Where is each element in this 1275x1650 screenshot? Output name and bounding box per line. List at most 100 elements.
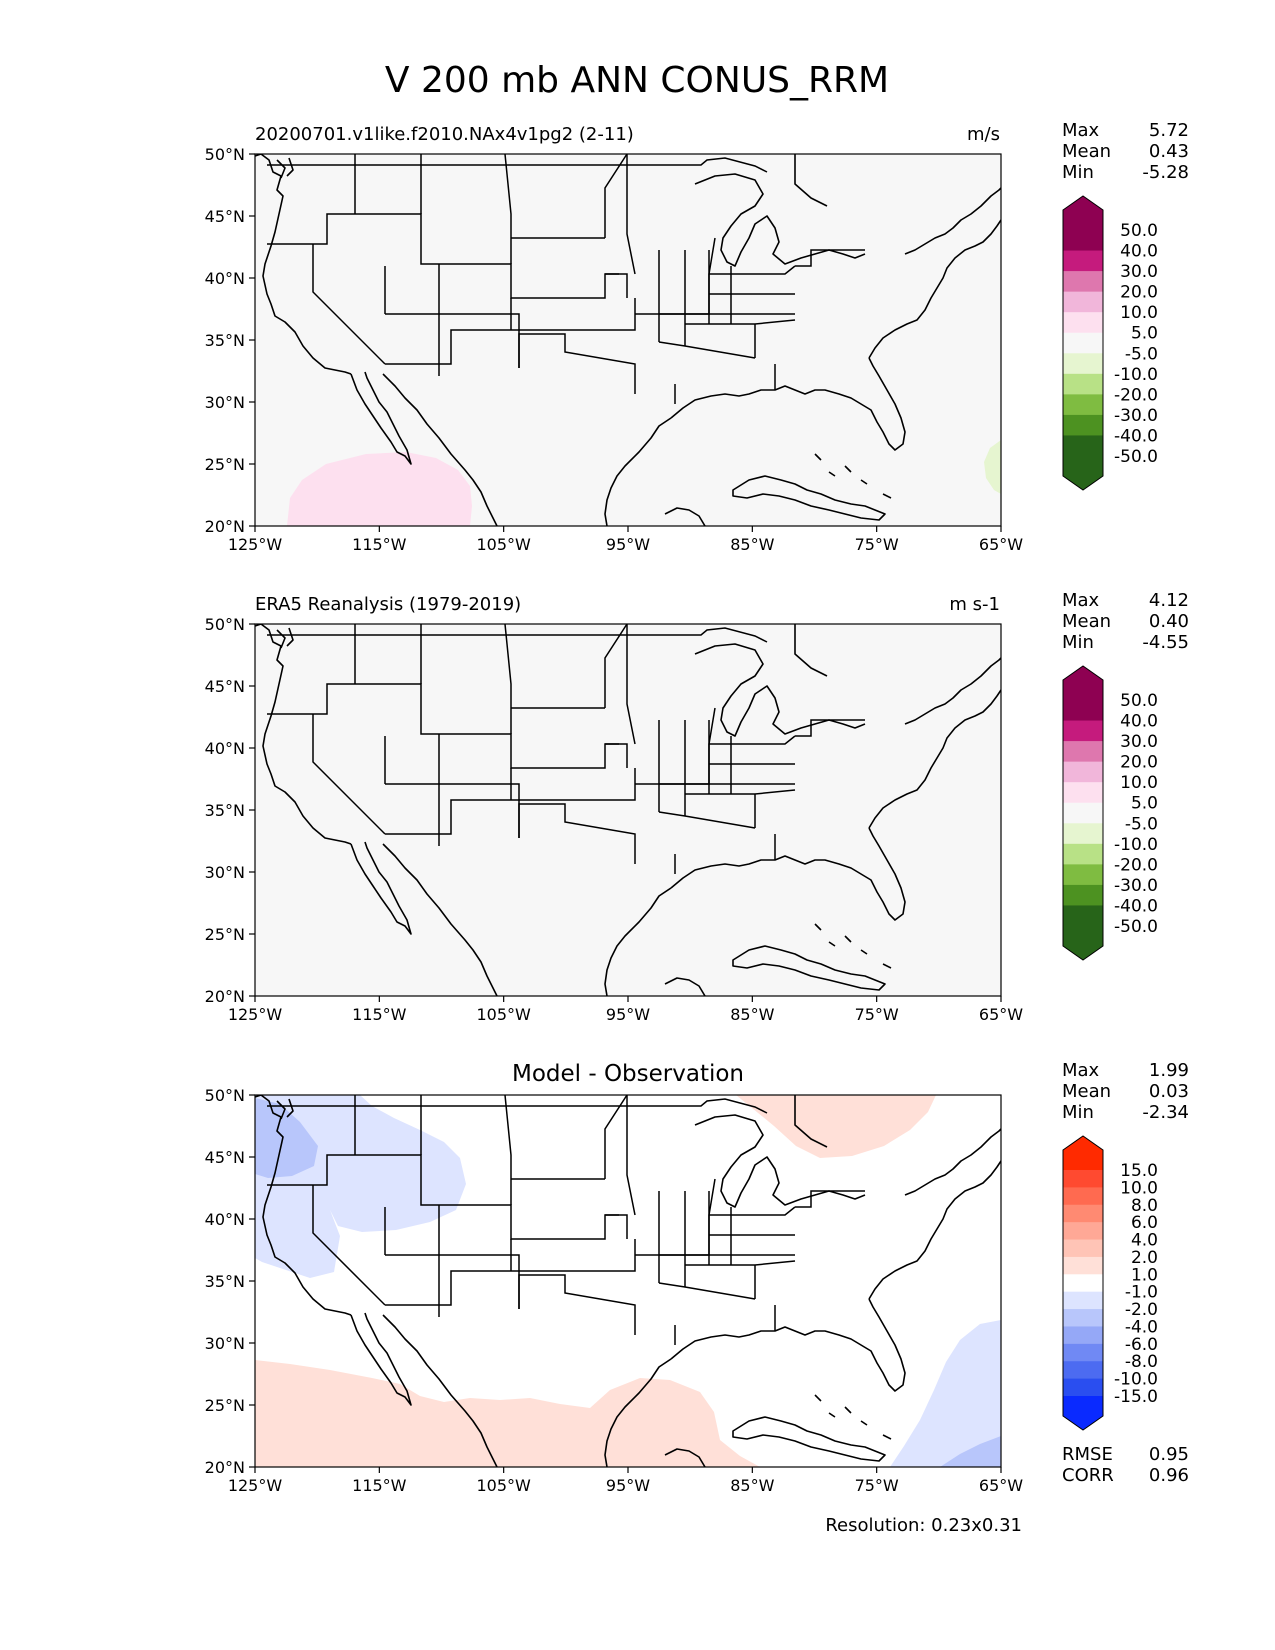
panel-3-negative-anomaly-southeast-core — [940, 1436, 1001, 1467]
lat-tick-label: 40°N — [205, 269, 245, 288]
colorbar-label: -4.0 — [1125, 1317, 1158, 1337]
panel-2-map-background — [255, 624, 1001, 996]
colorbar-segment — [1063, 1222, 1103, 1241]
stat-value: 0.95 — [1149, 1444, 1189, 1465]
stat-label: Mean — [1062, 611, 1111, 632]
stat-label: RMSE — [1062, 1444, 1113, 1465]
colorbar-segment — [1063, 1309, 1103, 1327]
lat-tick-label: 40°N — [205, 1210, 245, 1229]
panel-3-positive-anomaly-south — [255, 1360, 760, 1467]
colorbar-segment — [1063, 761, 1103, 783]
lon-tick-label: 105°W — [476, 1005, 531, 1024]
colorbar-segment — [1063, 720, 1103, 742]
lon-tick-label: 85°W — [730, 535, 774, 554]
colorbar-label: -8.0 — [1125, 1352, 1158, 1372]
colorbar-label: -20.0 — [1114, 855, 1158, 875]
colorbar-segment — [1063, 250, 1103, 272]
stat-value: 0.40 — [1149, 611, 1189, 632]
figure-title: V 200 mb ANN CONUS_RRM — [385, 60, 889, 101]
colorbar-segment — [1063, 1274, 1103, 1293]
colorbar-label: 50.0 — [1120, 221, 1158, 241]
panel-3-stats: Max 1.99 Mean 0.03 Min -2.34 — [1062, 1060, 1189, 1123]
colorbar-label: -50.0 — [1114, 447, 1158, 467]
colorbar-segment — [1063, 435, 1103, 457]
panel-2-left-title: ERA5 Reanalysis (1979-2019) — [255, 594, 521, 615]
colorbar-label: 15.0 — [1120, 1161, 1158, 1181]
colorbar-label: 6.0 — [1131, 1213, 1158, 1233]
lon-tick-label: 115°W — [352, 1476, 407, 1495]
panel-model: 20200701.v1like.f2010.NAx4v1pg2 (2-11) m… — [205, 124, 1024, 554]
stat-label: Mean — [1062, 1081, 1111, 1102]
panel-2-stats: Max 4.12 Mean 0.40 Min -4.55 — [1062, 590, 1189, 653]
lon-tick-label: 95°W — [606, 1476, 650, 1495]
colorbar-label: 10.0 — [1120, 773, 1158, 793]
colorbar-label: 10.0 — [1120, 1178, 1158, 1198]
colorbar-segment — [1063, 230, 1103, 252]
stat-label: Min — [1062, 632, 1094, 653]
panel-3-positive-anomaly-north — [736, 1095, 936, 1158]
lat-tick-label: 45°N — [205, 1148, 245, 1167]
lat-tick-label: 35°N — [205, 801, 245, 820]
resolution-footer: Resolution: 0.23x0.31 — [825, 1515, 1022, 1536]
colorbar-label: 4.0 — [1131, 1231, 1158, 1251]
stat-label: Max — [1062, 1060, 1100, 1081]
stat-value: 5.72 — [1149, 120, 1189, 141]
stat-value: 4.12 — [1149, 590, 1189, 611]
colorbar-label: 30.0 — [1120, 262, 1158, 282]
colorbar-label: 5.0 — [1131, 324, 1158, 344]
colorbar-label: -40.0 — [1114, 426, 1158, 446]
colorbar-outline — [1062, 195, 1104, 491]
stat-value: 0.96 — [1149, 1465, 1189, 1486]
colorbar-segment — [1063, 1187, 1103, 1206]
lon-tick-label: 105°W — [476, 535, 531, 554]
colorbar-extend-bottom — [1063, 456, 1103, 490]
colorbar-label: -1.0 — [1125, 1283, 1158, 1303]
lon-tick-label: 115°W — [352, 535, 407, 554]
colorbar-segment — [1063, 1343, 1103, 1362]
colorbar-label: 40.0 — [1120, 712, 1158, 732]
colorbar-segment — [1063, 905, 1103, 927]
colorbar-segment — [1063, 312, 1103, 334]
lon-tick-label: 75°W — [855, 1005, 899, 1024]
panel-3-extra-stats: RMSE 0.95 CORR 0.96 — [1062, 1444, 1189, 1486]
colorbar-segment — [1063, 1326, 1103, 1345]
colorbar-segment — [1063, 864, 1103, 886]
colorbar-segment — [1063, 1256, 1103, 1275]
colorbar-extend-top — [1063, 666, 1103, 700]
lon-tick-label: 65°W — [979, 1476, 1023, 1495]
colorbar-label: 10.0 — [1120, 303, 1158, 323]
colorbar-segment — [1063, 1378, 1103, 1397]
colorbar-segment — [1063, 741, 1103, 763]
stat-value: 0.43 — [1149, 141, 1189, 162]
panel-observation: ERA5 Reanalysis (1979-2019) m s-1 125°W 1… — [205, 594, 1024, 1024]
colorbar-segment — [1063, 782, 1103, 804]
colorbar-label: -2.0 — [1125, 1300, 1158, 1320]
colorbar-outline — [1062, 1135, 1104, 1431]
panel-1-colorbar: 50.040.030.020.010.05.0-5.0-10.0-20.0-30… — [1062, 195, 1158, 491]
panel-1-stats: Max 5.72 Mean 0.43 Min -5.28 — [1062, 120, 1189, 183]
lon-tick-label: 125°W — [228, 535, 283, 554]
stat-value: -5.28 — [1142, 162, 1189, 183]
colorbar-segment — [1063, 373, 1103, 395]
stat-label: CORR — [1062, 1465, 1114, 1486]
lat-tick-label: 40°N — [205, 739, 245, 758]
lon-tick-label: 75°W — [855, 1476, 899, 1495]
colorbar-label: 50.0 — [1120, 691, 1158, 711]
colorbar-label: 5.0 — [1131, 794, 1158, 814]
lon-tick-label: 125°W — [228, 1005, 283, 1024]
colorbar-segment — [1063, 332, 1103, 354]
colorbar-outline — [1062, 665, 1104, 961]
colorbar-extend-top — [1063, 1136, 1103, 1170]
stat-label: Mean — [1062, 141, 1111, 162]
lon-tick-label: 95°W — [606, 1005, 650, 1024]
colorbar-label: 8.0 — [1131, 1196, 1158, 1216]
panel-1-negative-anomaly — [984, 440, 1001, 494]
colorbar-segment — [1063, 1204, 1103, 1223]
colorbar-label: -10.0 — [1114, 365, 1158, 385]
colorbar-label: -40.0 — [1114, 896, 1158, 916]
colorbar-segment — [1063, 291, 1103, 313]
lon-tick-label: 75°W — [855, 535, 899, 554]
lat-tick-label: 35°N — [205, 331, 245, 350]
colorbar-label: -6.0 — [1125, 1335, 1158, 1355]
lat-tick-label: 45°N — [205, 677, 245, 696]
